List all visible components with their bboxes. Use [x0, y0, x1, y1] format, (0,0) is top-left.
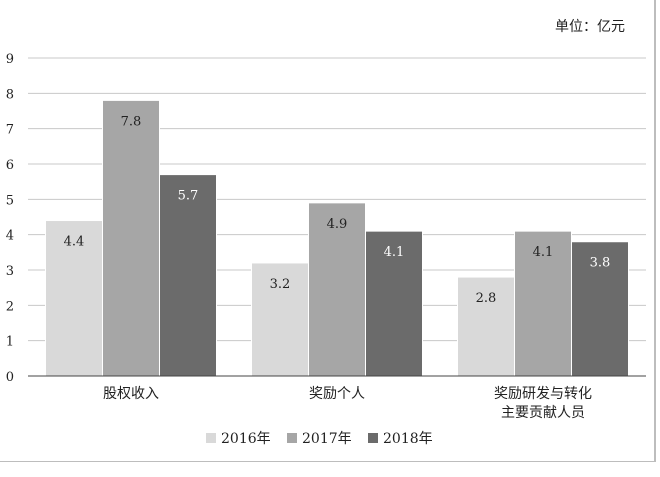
data-label: 3.2	[270, 277, 291, 292]
y-tick-label: 3	[6, 264, 14, 279]
y-tick-label: 5	[6, 193, 14, 208]
legend-label: 2018年	[383, 431, 433, 447]
y-tick-label: 4	[6, 229, 14, 244]
data-label: 4.1	[533, 245, 554, 260]
data-label: 4.1	[384, 245, 405, 260]
y-tick-label: 7	[6, 123, 14, 138]
bar	[159, 174, 217, 377]
y-tick-label: 6	[6, 158, 14, 173]
legend-swatch	[206, 433, 216, 443]
data-label: 7.8	[121, 114, 142, 129]
bars: 4.4 7.8 5.7 3.2 4.9 4.1 2.8 4.1 3.8	[45, 99, 629, 377]
y-tick-label: 0	[6, 370, 14, 385]
category-label: 奖励个人	[309, 385, 365, 402]
category-label: 奖励研发与转化	[494, 385, 592, 402]
category-label: 主要贡献人员	[501, 405, 585, 421]
y-tick-label: 2	[6, 299, 14, 314]
bar	[571, 241, 629, 377]
legend-label: 2017年	[302, 431, 352, 447]
legend-swatch	[287, 433, 297, 443]
bar	[102, 99, 160, 377]
legend-label: 2016年	[221, 431, 271, 447]
data-label: 5.7	[178, 189, 199, 204]
y-tick-label: 8	[6, 87, 14, 102]
bar	[514, 230, 572, 377]
y-tick-label: 1	[6, 335, 14, 350]
legend: 2016年 2017年 2018年	[206, 431, 433, 447]
data-label: 4.4	[64, 235, 85, 250]
category-label: 股权收入	[103, 386, 159, 402]
data-label: 3.8	[590, 256, 611, 271]
unit-label: 单位：亿元	[555, 19, 625, 35]
data-label: 2.8	[476, 291, 497, 306]
y-tick-label: 9	[6, 52, 14, 67]
legend-swatch	[368, 433, 378, 443]
data-label: 4.9	[327, 217, 348, 232]
y-axis: 0 1 2 3 4 5 6 7 8 9	[6, 52, 14, 385]
